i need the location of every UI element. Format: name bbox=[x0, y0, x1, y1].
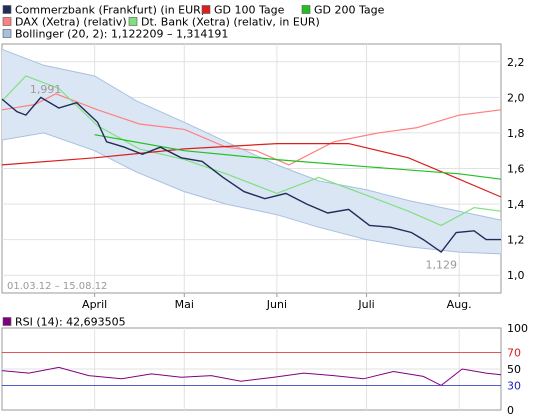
commerzbank-price-line bbox=[1, 96, 501, 254]
legend-swatch bbox=[201, 5, 211, 14]
rsi-legend: RSI (14): 42,693505 bbox=[2, 316, 126, 329]
gd-100-line bbox=[1, 143, 502, 198]
gd-200-line bbox=[94, 134, 502, 180]
deutsche-bank-relative-line bbox=[1, 75, 502, 227]
annotation-label: 1,991 bbox=[30, 83, 61, 96]
bollinger-lower-line bbox=[1, 132, 502, 255]
price-ytick-label: 1,0 bbox=[507, 269, 525, 282]
rsi-ytick-label: 100 bbox=[507, 322, 528, 335]
bollinger-upper-line bbox=[1, 48, 502, 221]
legend-swatch bbox=[128, 17, 138, 26]
legend-label: Dt. Bank (Xetra) (relativ, in EUR) bbox=[141, 16, 320, 29]
legend-swatch bbox=[2, 17, 12, 26]
rsi-line bbox=[1, 366, 502, 386]
rsi-legend-label: RSI (14): 42,693505 bbox=[15, 316, 126, 329]
legend-label: Bollinger (20, 2): 1,122209 – 1,314191 bbox=[15, 28, 228, 41]
legend-label: GD 100 Tage bbox=[214, 4, 285, 17]
price-month-label: Mai bbox=[175, 298, 194, 311]
price-ytick-label: 1,4 bbox=[507, 198, 525, 211]
legend-swatch bbox=[301, 5, 311, 14]
price-ytick-label: 1,8 bbox=[507, 127, 525, 140]
price-ytick-label: 1,2 bbox=[507, 234, 525, 247]
bollinger-band-area bbox=[2, 49, 501, 254]
rsi-grid bbox=[2, 328, 501, 410]
rsi-ytick-label: 30 bbox=[507, 379, 521, 392]
price-y-axis: 2,2 2,0 1,8 1,6 1,4 1,2 1,0 bbox=[507, 56, 525, 282]
rsi-lines bbox=[1, 366, 502, 386]
price-ytick-label: 2,2 bbox=[507, 56, 525, 69]
price-month-label: April bbox=[82, 298, 107, 311]
price-legend: Commerzbank (Frankfurt) (in EUR) GD 100 T… bbox=[2, 4, 385, 41]
date-range-label: 01.03.12 – 15.08.12 bbox=[7, 281, 107, 292]
annotation-label: 1,129 bbox=[425, 258, 457, 271]
legend-swatch bbox=[2, 5, 12, 14]
legend-swatch bbox=[2, 29, 12, 38]
price-month-label: Juni bbox=[266, 298, 287, 311]
price-x-axis: April Mai Juni Juli Aug. 01.03.12 – 15.08.12 bbox=[7, 281, 472, 311]
bollinger-band bbox=[1, 48, 502, 255]
rsi-y-axis: 100 70 50 30 0 bbox=[507, 322, 528, 417]
price-ytick-label: 2,0 bbox=[507, 91, 525, 104]
rsi-ytick-label: 50 bbox=[507, 363, 521, 376]
price-annotations: 1,991 1,129 bbox=[30, 83, 457, 271]
dax-relative-line bbox=[1, 93, 502, 166]
rsi-legend-swatch bbox=[2, 317, 12, 326]
legend-label: GD 200 Tage bbox=[314, 4, 385, 17]
price-lines bbox=[1, 75, 502, 254]
price-month-label: Aug. bbox=[447, 298, 472, 311]
legend-label: DAX (Xetra) (relativ) bbox=[15, 16, 127, 29]
rsi-ytick-label: 70 bbox=[507, 347, 521, 360]
price-month-label: Juli bbox=[357, 298, 374, 311]
rsi-ytick-label: 0 bbox=[507, 404, 514, 417]
price-ytick-label: 1,6 bbox=[507, 163, 525, 176]
legend-label: Commerzbank (Frankfurt) (in EUR) bbox=[15, 4, 205, 17]
